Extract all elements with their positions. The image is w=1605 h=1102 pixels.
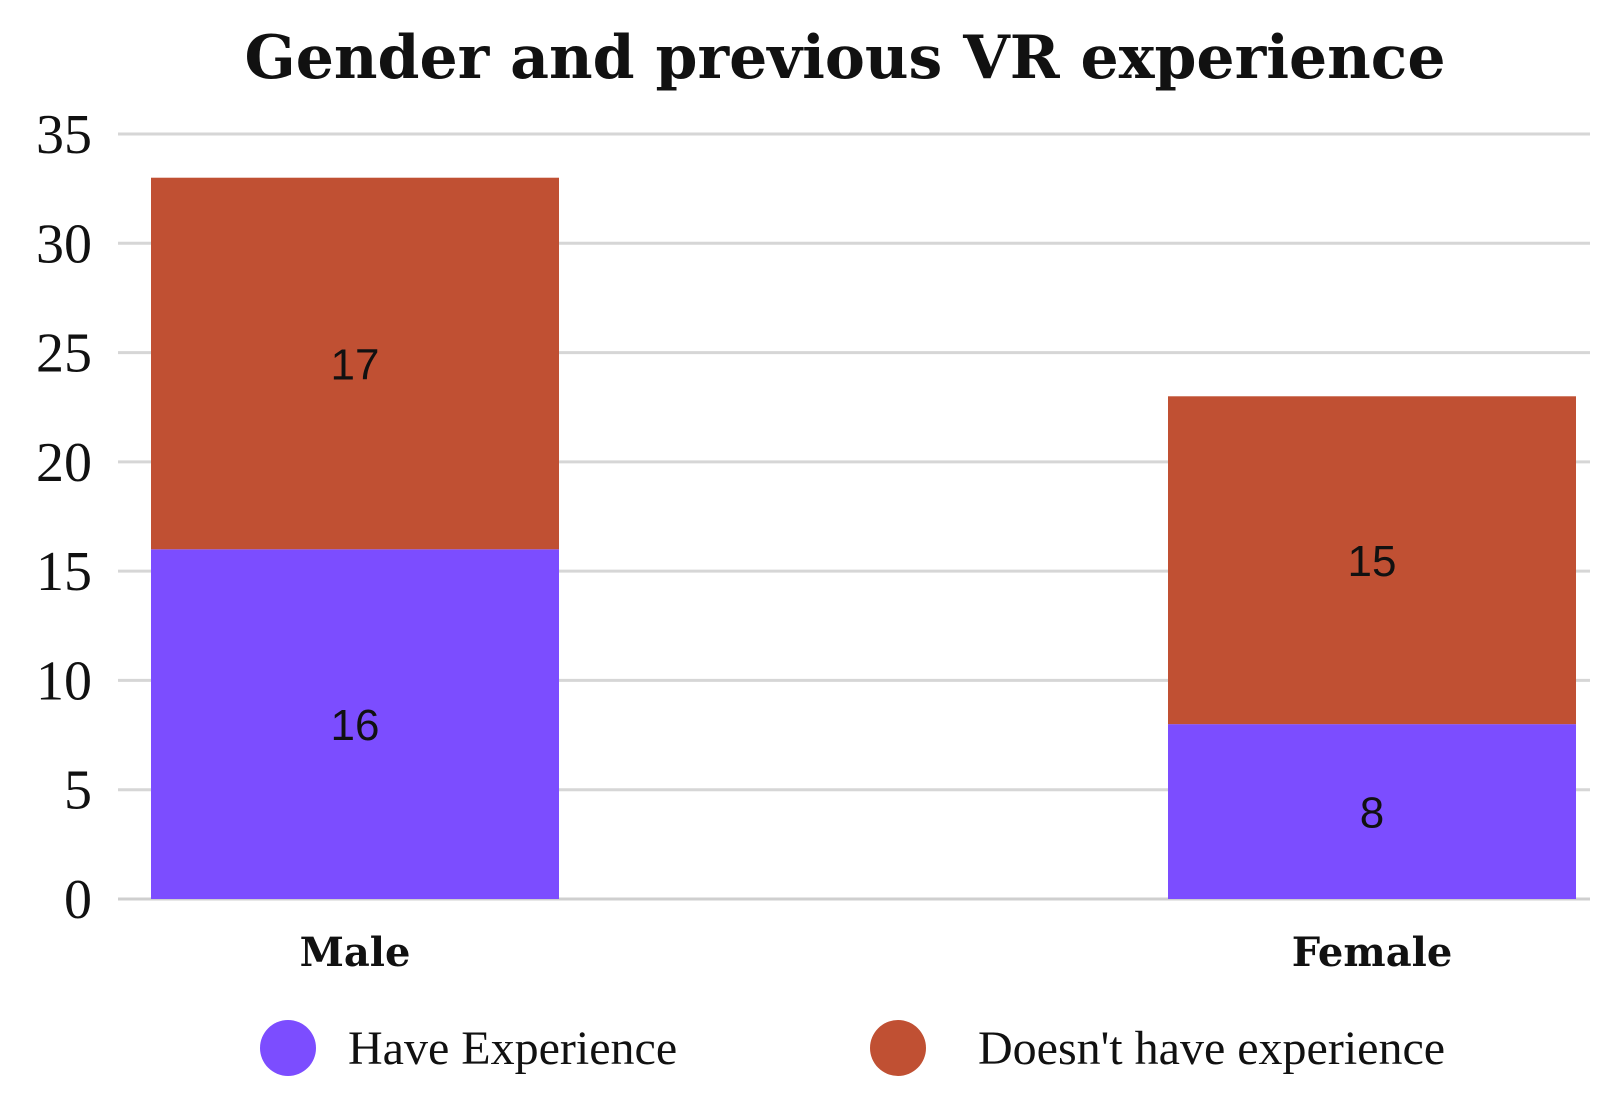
- legend-label: Have Experience: [348, 1022, 677, 1075]
- bar-male-no-experience: [151, 177, 559, 550]
- y-tick-label: 5: [64, 760, 92, 822]
- x-axis-ticks: Male Female: [300, 929, 1453, 976]
- y-tick-label: 25: [36, 323, 92, 385]
- data-label: 15: [1348, 537, 1397, 586]
- y-tick-label: 10: [36, 650, 92, 712]
- bar-male-have-experience: [151, 549, 559, 899]
- legend-label: Doesn't have experience: [978, 1022, 1445, 1075]
- y-tick-label: 0: [64, 869, 92, 931]
- y-tick-label: 30: [36, 213, 92, 275]
- y-axis-ticks: 0 5 10 15 20 25 30 35: [36, 104, 92, 931]
- y-tick-label: 35: [36, 104, 92, 166]
- legend-swatch-no-experience: [870, 1020, 926, 1076]
- legend: Have Experience Doesn't have experience: [260, 1020, 1445, 1076]
- legend-swatch-have-experience: [260, 1020, 316, 1076]
- data-label: 17: [331, 341, 380, 390]
- x-tick-label-male: Male: [300, 929, 411, 976]
- bar-female-no-experience: [1168, 396, 1576, 725]
- bars: [151, 177, 1576, 899]
- data-labels: 16 17 8 15: [331, 341, 1397, 838]
- chart-title: Gender and previous VR experience: [245, 23, 1446, 93]
- data-label: 16: [331, 701, 380, 750]
- x-tick-label-female: Female: [1292, 929, 1453, 976]
- y-tick-label: 15: [36, 541, 92, 603]
- data-label: 8: [1360, 789, 1384, 838]
- y-tick-label: 20: [36, 432, 92, 494]
- bar-female-have-experience: [1168, 724, 1576, 899]
